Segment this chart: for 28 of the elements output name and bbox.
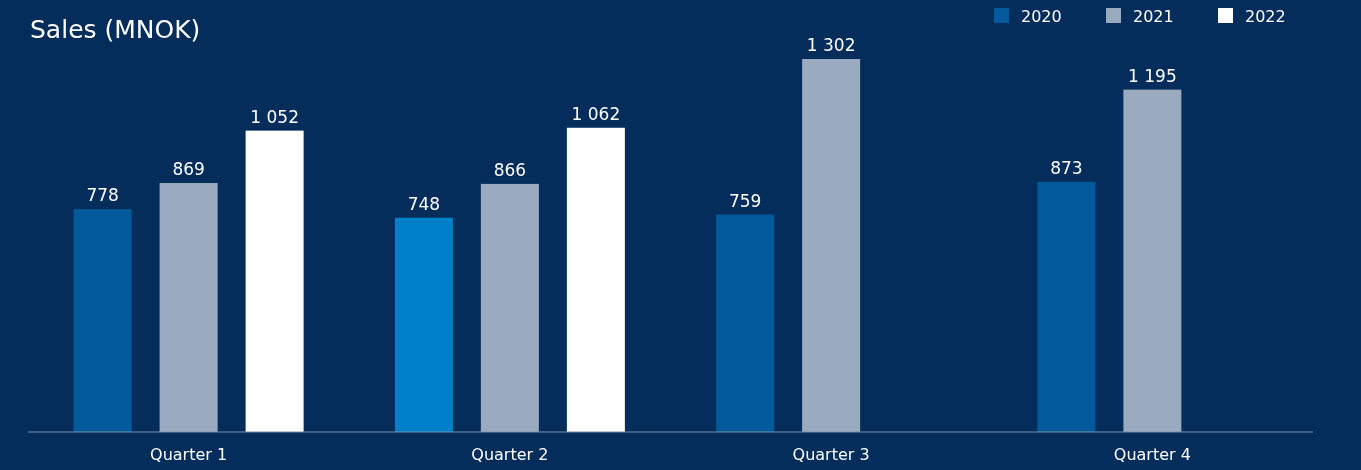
bar [245, 130, 304, 432]
x-tick-label: Quarter 2 [471, 445, 549, 464]
data-label: 866 [493, 159, 527, 180]
bar [716, 214, 775, 432]
data-label: 759 [728, 190, 762, 211]
data-label: 1 062 [571, 103, 621, 124]
bar [1037, 181, 1096, 432]
data-label: 869 [172, 159, 205, 180]
bar [159, 183, 218, 432]
data-label: 1 302 [806, 35, 856, 55]
legend-label: 2022 [1245, 7, 1286, 26]
legend-label: 2021 [1133, 7, 1174, 26]
chart-title: Sales (MNOK) [30, 15, 201, 44]
x-tick-label: Quarter 4 [1113, 445, 1191, 464]
bar [394, 217, 453, 432]
bar [480, 183, 539, 432]
bar [1123, 89, 1182, 432]
data-label: 748 [407, 193, 441, 214]
data-label: 1 195 [1128, 65, 1177, 86]
x-tick-label: Quarter 1 [150, 445, 228, 464]
data-label: 778 [86, 185, 119, 206]
bar [802, 59, 861, 432]
bar [73, 209, 132, 432]
x-tick-label: Quarter 3 [792, 445, 870, 464]
legend-label: 2020 [1021, 7, 1062, 26]
bar [566, 127, 625, 432]
data-label: 873 [1050, 157, 1083, 178]
data-label: 1 052 [250, 106, 299, 127]
